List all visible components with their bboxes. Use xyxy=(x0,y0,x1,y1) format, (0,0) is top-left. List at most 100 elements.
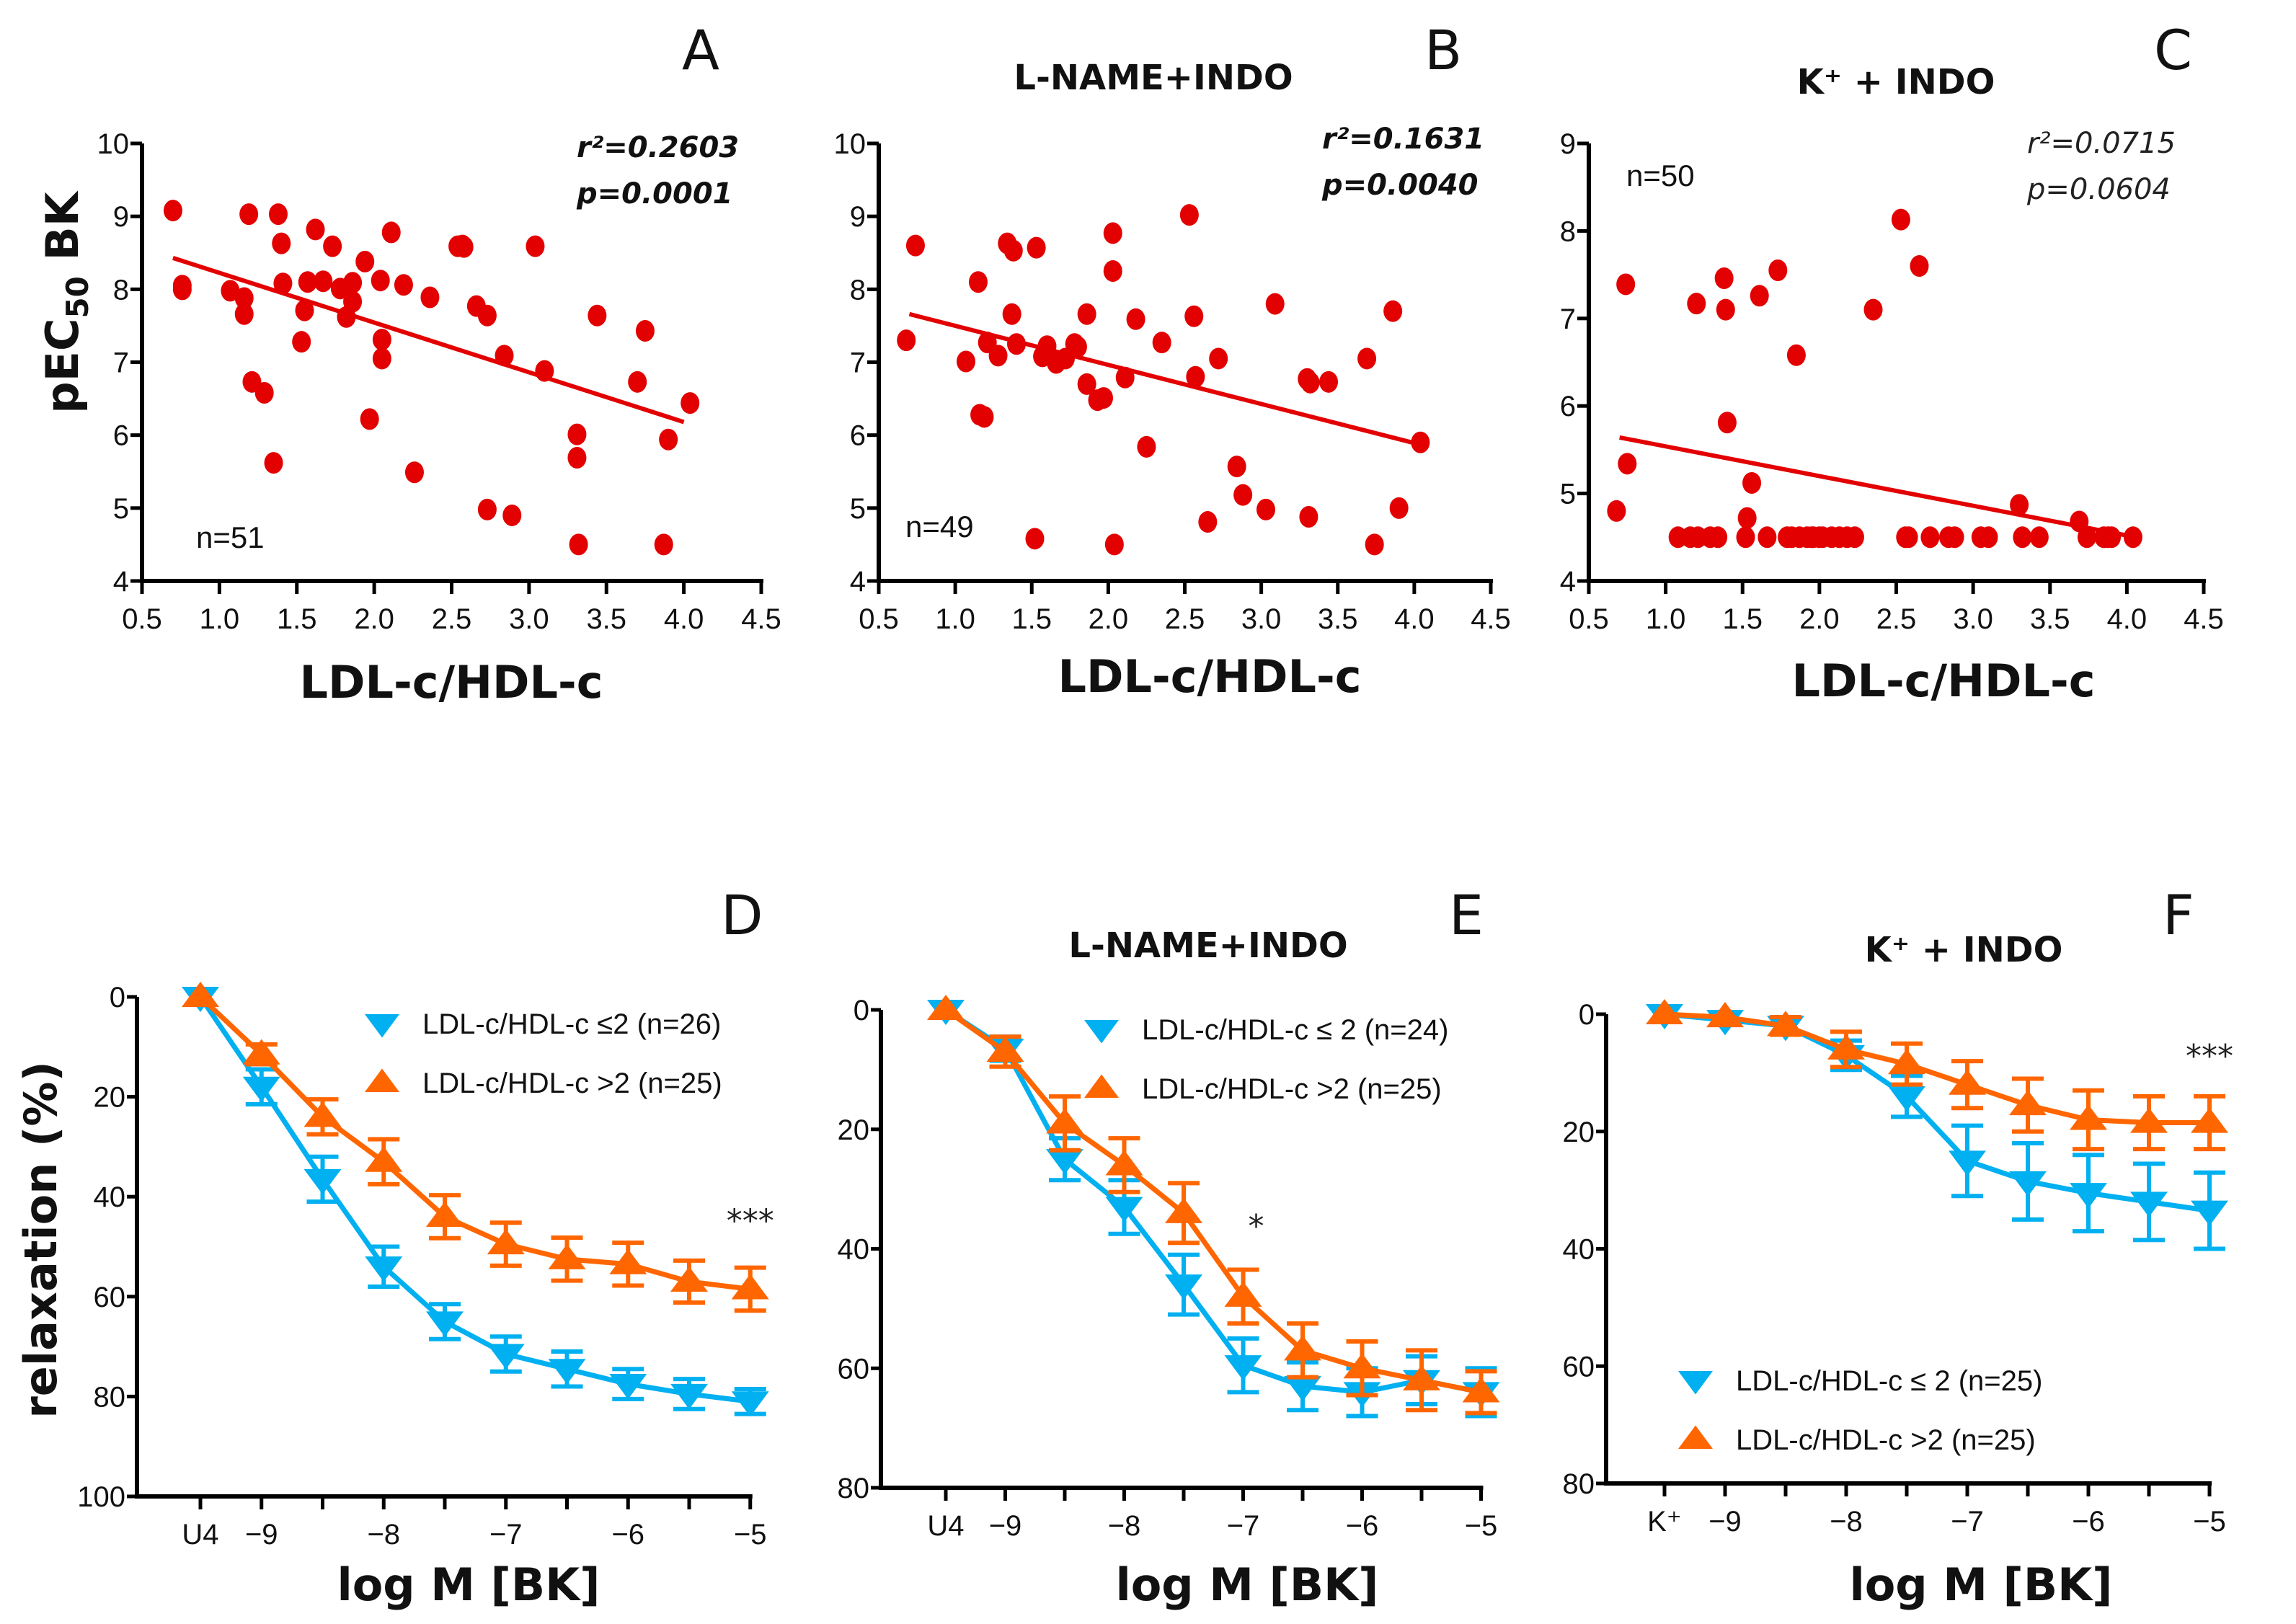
series-ldl-hdl-high-f xyxy=(1646,998,2228,1152)
series-line xyxy=(1664,1011,2210,1214)
data-marker-triangle-up xyxy=(1462,1377,1500,1403)
data-marker-triangle-down xyxy=(487,1344,525,1370)
x-tick-label-a: 2.0 xyxy=(354,603,394,635)
data-point-a xyxy=(635,319,655,342)
data-point-b xyxy=(1152,332,1171,354)
panel-d-concentration-response: D log M [BK] relaxation (%) 0 20 40 60 80 100… xyxy=(14,883,774,1611)
x-tick-label-e: −6 xyxy=(1346,1510,1379,1542)
data-point-a xyxy=(292,331,311,353)
data-point-c xyxy=(2070,510,2089,533)
panel-c-scatter: C K⁺ + INDO r²=0.0715 p=0.0604 n=50 LDL-… xyxy=(1560,18,2224,707)
x-tick-label-f: −9 xyxy=(1708,1506,1742,1538)
x-tick-label-f: −6 xyxy=(2072,1506,2105,1538)
series-ldl-hdl-high-e xyxy=(927,994,1500,1416)
legend-e: LDL-c/HDL-c ≤ 2 (n=24) LDL-c/HDL-c >2 (n=… xyxy=(1084,1014,1448,1105)
x-tick-label-c: 0.5 xyxy=(1569,603,1609,635)
x-tick-label-c: 1.5 xyxy=(1722,603,1763,635)
data-marker-triangle-up xyxy=(242,1039,280,1065)
legend-marker-triangle-down xyxy=(1678,1371,1713,1395)
panel-b-scatter: B L-NAME+INDO r²=0.1631 p=0.0040 n=49 LD… xyxy=(834,18,1511,703)
data-point-a xyxy=(268,203,288,226)
panel-letter-f: F xyxy=(2163,883,2194,947)
data-point-b xyxy=(1411,431,1430,453)
data-point-b xyxy=(956,350,975,373)
data-marker-triangle-down xyxy=(242,1076,280,1102)
data-point-b xyxy=(988,345,1008,367)
data-point-c xyxy=(1786,344,1806,366)
data-point-b xyxy=(1179,204,1199,226)
x-tick-label-d: −7 xyxy=(489,1519,523,1550)
y-tick-label-f: 20 xyxy=(1563,1117,1595,1148)
data-point-a xyxy=(306,218,325,241)
data-point-b xyxy=(1037,335,1057,358)
series-line xyxy=(944,1008,1482,1395)
legend-marker-triangle-up xyxy=(1678,1425,1713,1449)
x-axis-title-d: log M [BK] xyxy=(337,1558,600,1611)
data-marker-triangle-down xyxy=(1949,1150,1986,1176)
panel-a-scatter: A r²=0.2603 p=0.0001 n=51 LDL-c/HDL-c pE… xyxy=(36,18,781,709)
data-point-b xyxy=(1025,528,1045,550)
data-point-a xyxy=(394,274,413,296)
series-line xyxy=(198,995,751,1404)
stat-r2-c: r²=0.0715 xyxy=(2027,127,2176,160)
data-point-a xyxy=(567,447,587,469)
data-point-a xyxy=(567,423,587,445)
data-marker-triangle-up xyxy=(609,1248,647,1274)
data-marker-triangle-down xyxy=(1046,1149,1083,1175)
data-point-b xyxy=(1198,511,1218,533)
data-point-b xyxy=(1186,365,1205,388)
data-marker-triangle-up xyxy=(986,1036,1024,1062)
panel-title-f: K⁺ + INDO xyxy=(1865,930,2063,970)
data-marker-triangle-down xyxy=(1284,1376,1321,1402)
x-axis-title-f: log M [BK] xyxy=(1849,1558,2112,1611)
data-point-c xyxy=(1910,254,1929,277)
data-point-c xyxy=(1714,267,1734,289)
x-tick-label-f: K⁺ xyxy=(1647,1506,1682,1538)
data-marker-triangle-down xyxy=(2070,1183,2107,1209)
y-tick-label-d: 40 xyxy=(94,1181,126,1213)
data-point-a xyxy=(495,345,514,367)
y-tick-label-a: 4 xyxy=(113,566,129,598)
x-tick-label-d: −6 xyxy=(611,1519,644,1550)
data-point-b xyxy=(905,234,925,257)
x-axis-title-e: log M [BK] xyxy=(1115,1558,1378,1611)
data-point-c xyxy=(2123,526,2142,549)
data-marker-triangle-up xyxy=(927,994,965,1021)
legend-label: LDL-c/HDL-c ≤ 2 (n=24) xyxy=(1142,1014,1448,1046)
legend-label: LDL-c/HDL-c >2 (n=25) xyxy=(422,1068,722,1099)
data-point-a xyxy=(314,270,333,293)
y-tick-label-b: 6 xyxy=(850,420,866,452)
y-tick-label-d: 0 xyxy=(110,982,125,1013)
x-tick-label-c: 4.0 xyxy=(2107,603,2147,635)
data-marker-triangle-up xyxy=(1403,1365,1440,1390)
x-tick-label-d: −8 xyxy=(367,1519,400,1550)
data-point-a xyxy=(355,250,375,272)
x-tick-label-e: −7 xyxy=(1227,1510,1260,1542)
stat-p-b: p=0.0040 xyxy=(1321,169,1479,202)
x-tick-label-f: −5 xyxy=(2193,1506,2226,1538)
y-tick-label-a: 7 xyxy=(113,347,129,379)
data-point-c xyxy=(2077,526,2096,549)
data-point-a xyxy=(454,236,474,258)
data-point-b xyxy=(1319,370,1339,393)
panel-letter-b: B xyxy=(1424,18,1462,82)
y-tick-label-a: 8 xyxy=(113,274,129,306)
x-tick-label-e: −5 xyxy=(1465,1510,1498,1542)
data-marker-triangle-down xyxy=(548,1359,586,1385)
data-point-c xyxy=(1899,526,1918,549)
data-point-c xyxy=(1920,526,1940,549)
x-tick-label-a: 4.5 xyxy=(741,603,781,635)
svg-text:pEC50 BK: pEC50 BK xyxy=(36,190,95,414)
x-tick-label-c: 1.0 xyxy=(1646,603,1686,635)
data-marker-triangle-up xyxy=(548,1243,586,1269)
data-point-b xyxy=(1300,371,1320,394)
data-point-c xyxy=(2010,494,2029,516)
data-marker-triangle-up xyxy=(1706,1002,1744,1028)
panel-f-concentration-response: F K⁺ + INDO log M [BK] 0 20 40 60 80 K⁺ −9 −8 −7… xyxy=(1563,883,2234,1611)
data-point-c xyxy=(2029,526,2049,549)
data-marker-triangle-up xyxy=(1105,1150,1143,1176)
significance-marker-e: * xyxy=(1249,1208,1264,1245)
y-tick-label-c: 6 xyxy=(1560,391,1576,422)
data-point-a xyxy=(221,280,240,302)
